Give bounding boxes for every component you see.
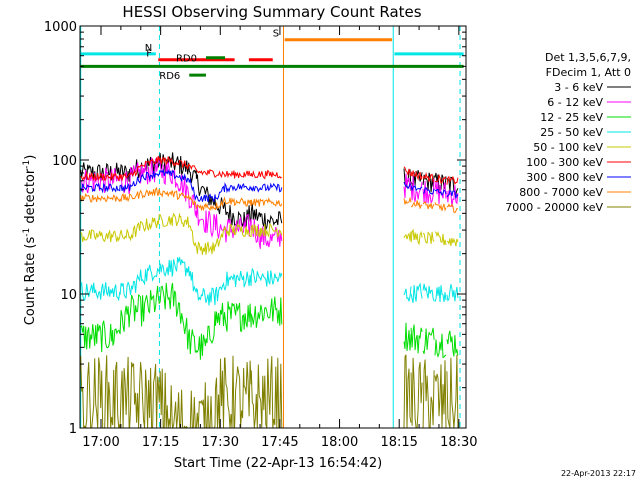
plot-frame	[79, 25, 467, 429]
series-line-3	[80, 256, 459, 306]
y-tick-label-0: 1	[69, 422, 77, 437]
x-tick-label-6: 18:30	[440, 435, 477, 450]
legend-label-7: 800 - 7000 keV	[519, 186, 603, 199]
y-tick-label-2: 100	[52, 154, 77, 169]
y-tick-label-1: 10	[60, 288, 77, 303]
y-axis-label: Count Rate (s-1 detector-1)	[22, 155, 38, 326]
x-tick-label-4: 18:00	[321, 435, 358, 450]
legend-label-4: 50 - 100 keV	[533, 141, 603, 154]
series-line-7	[80, 186, 459, 214]
series-line-8	[80, 354, 459, 428]
legend: Det 1,3,5,6,7,9, FDecim 1, Att 0 3 - 6 k…	[505, 51, 631, 214]
legend-label-0: 3 - 6 keV	[554, 81, 603, 94]
flag-label-3: RD0	[176, 54, 197, 65]
x-axis-label: Start Time (22-Apr-13 16:54:42)	[174, 456, 382, 471]
flag-label-4: RD6	[159, 71, 180, 82]
chart-title: HESSI Observing Summary Count Rates	[122, 3, 421, 21]
series-line-6	[80, 168, 459, 203]
legend-label-3: 25 - 50 keV	[540, 126, 603, 139]
series-line-2	[80, 282, 459, 360]
legend-label-6: 300 - 800 keV	[526, 171, 603, 184]
legend-label-2: 12 - 25 keV	[540, 111, 603, 124]
x-tick-label-3: 17:45	[261, 435, 298, 450]
series-line-4	[80, 212, 459, 255]
legend-header-2: FDecim 1, Att 0	[546, 66, 631, 79]
footer-date: 22-Apr-2013 22:17	[561, 469, 636, 478]
legend-label-1: 6 - 12 keV	[547, 96, 603, 109]
series-group	[80, 152, 459, 428]
x-tick-label-2: 17:30	[202, 435, 239, 450]
x-tick-label-0: 17:00	[82, 435, 119, 450]
x-tick-label-1: 17:15	[142, 435, 179, 450]
flag-label-1: F	[146, 49, 152, 60]
y-tick-label-3: 1000	[44, 20, 77, 35]
series-line-5	[80, 155, 459, 185]
x-tick-label-5: 18:15	[380, 435, 417, 450]
flag-label-5: S	[273, 29, 279, 40]
legend-header-1: Det 1,3,5,6,7,9,	[545, 51, 631, 64]
plot-area: NF RD0 RD6 S 1 10 100 1000 17:00 17:15 17:30 17:45 1…	[44, 20, 478, 450]
flag-label-0: N	[145, 43, 152, 54]
legend-label-8: 7000 - 20000 keV	[505, 201, 603, 214]
legend-label-5: 100 - 300 keV	[526, 156, 603, 169]
series-line-1	[80, 156, 459, 249]
